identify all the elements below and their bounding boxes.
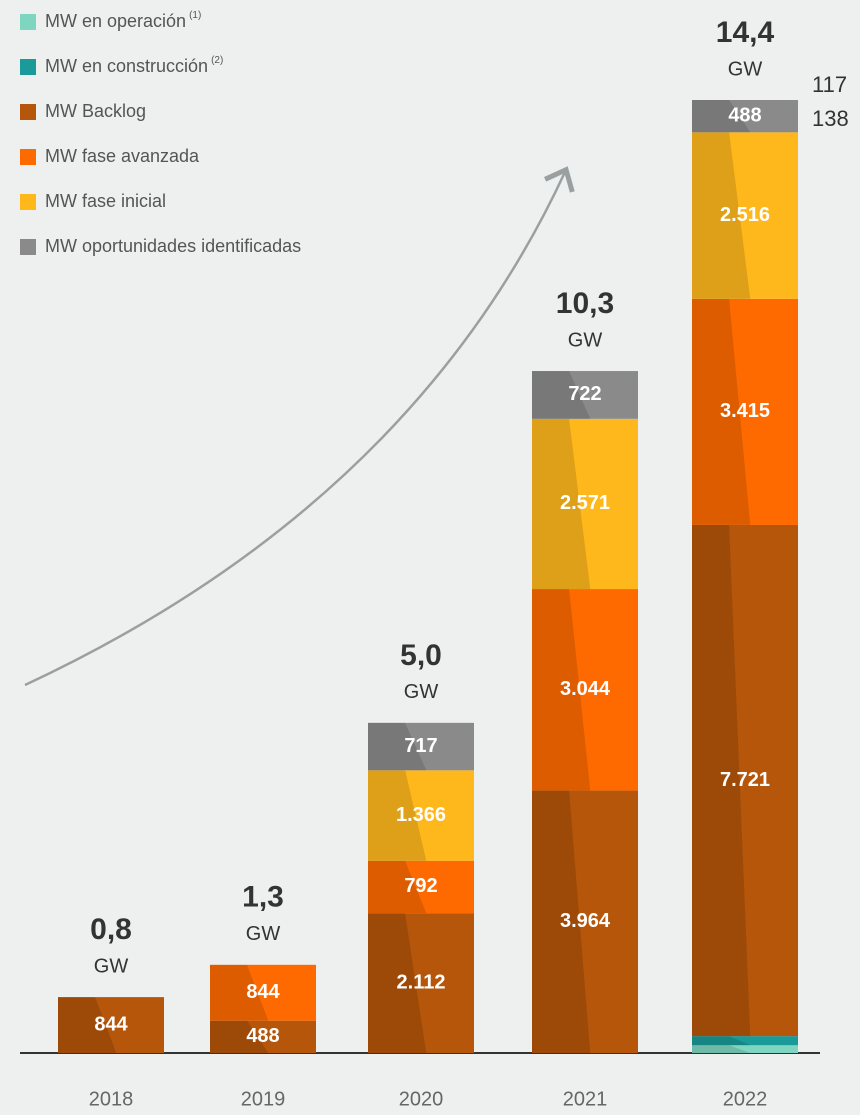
legend-swatch	[20, 239, 36, 255]
total-label: 0,8	[90, 913, 132, 946]
bar-shade	[210, 964, 269, 1021]
bar-shade	[368, 722, 427, 771]
bar-segment	[532, 371, 638, 419]
x-tick-label: 2021	[563, 1088, 608, 1110]
legend-label: MW en construcción (2)	[45, 55, 223, 76]
legend-label: MW fase inicial	[45, 191, 166, 211]
bar-segment	[58, 997, 164, 1053]
total-unit: GW	[568, 329, 603, 351]
data-label: 1.366	[396, 804, 446, 826]
data-label: 138	[812, 106, 849, 131]
bar-shade	[532, 418, 591, 590]
data-label: 117	[812, 72, 847, 97]
legend-label: MW fase avanzada	[45, 146, 200, 166]
total-label: 14,4	[716, 16, 775, 49]
bar-segment	[692, 298, 798, 525]
data-label: 844	[94, 1013, 128, 1035]
bar-segment	[692, 100, 798, 133]
x-tick-label: 2019	[241, 1088, 286, 1110]
total-unit: GW	[94, 955, 129, 977]
legend-swatch	[20, 59, 36, 75]
data-label: 2.112	[397, 971, 446, 993]
bar-shade	[692, 1036, 751, 1046]
bar-segment	[368, 770, 474, 861]
total-label: 5,0	[400, 639, 442, 672]
bar-segment	[532, 418, 638, 590]
bar-segment	[692, 1045, 798, 1053]
data-label: 717	[404, 735, 437, 757]
legend-label: MW en operación (1)	[45, 10, 201, 31]
bar-shade	[210, 1020, 269, 1053]
data-label: 3.044	[560, 678, 611, 700]
legend-swatch	[20, 194, 36, 210]
bar-segment	[368, 860, 474, 914]
legend-swatch	[20, 104, 36, 120]
bar-segment	[692, 132, 798, 299]
bar-segment	[692, 1036, 798, 1046]
growth-arrow	[24, 166, 575, 687]
bar-segment	[532, 790, 638, 1053]
bar-shade	[692, 1045, 751, 1053]
bar-segment	[532, 589, 638, 791]
bar-segment	[368, 913, 474, 1053]
bar-shade	[532, 589, 591, 791]
bar-shade	[692, 100, 751, 133]
data-label: 3.964	[560, 910, 611, 932]
bar-shade	[532, 790, 591, 1053]
data-label: 3.415	[720, 400, 770, 422]
data-label: 2.516	[720, 204, 770, 226]
bar-segment	[210, 1020, 316, 1053]
x-tick-label: 2020	[399, 1088, 444, 1110]
x-tick-label: 2022	[723, 1088, 768, 1110]
x-tick-label: 2018	[89, 1088, 134, 1110]
bar-shade	[692, 132, 751, 299]
legend-label: MW oportunidades identificadas	[45, 236, 301, 256]
data-label: 488	[728, 104, 761, 126]
bar-segment	[368, 722, 474, 771]
total-unit: GW	[246, 923, 281, 945]
data-label: 792	[404, 875, 437, 897]
legend-swatch	[20, 14, 36, 30]
data-label: 844	[246, 981, 280, 1003]
bar-shade	[368, 770, 427, 861]
bar-shade	[532, 371, 591, 419]
bar-segment	[210, 964, 316, 1021]
bar-shade	[368, 913, 427, 1053]
bar-shade	[368, 860, 427, 914]
bar-shade	[692, 298, 751, 525]
data-label: 722	[568, 383, 601, 405]
legend-note: (2)	[211, 55, 223, 66]
total-unit: GW	[728, 58, 763, 80]
bar-segment	[692, 524, 798, 1037]
data-label: 488	[246, 1025, 279, 1047]
legend-swatch	[20, 149, 36, 165]
total-label: 10,3	[556, 287, 614, 320]
data-label: 2.571	[560, 492, 610, 514]
bar-shade	[58, 997, 117, 1053]
legend-label: MW Backlog	[45, 101, 146, 121]
data-label: 7.721	[720, 769, 770, 791]
legend-note: (1)	[189, 10, 201, 21]
total-label: 1,3	[242, 881, 284, 914]
bar-shade	[692, 524, 751, 1037]
total-unit: GW	[404, 681, 439, 703]
